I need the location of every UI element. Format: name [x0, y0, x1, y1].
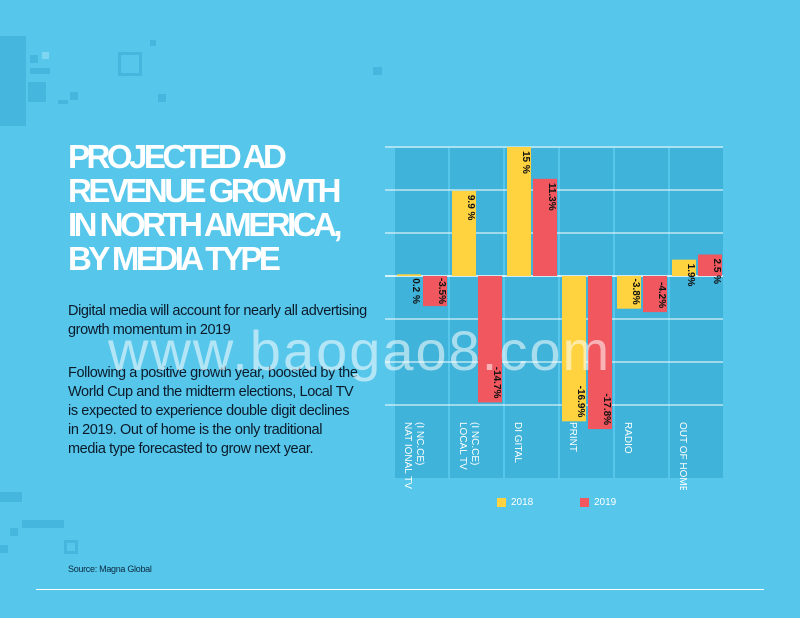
legend-item-2018: 2018	[497, 497, 533, 508]
decor-square	[150, 40, 156, 46]
category-label: DI GITAL	[512, 422, 523, 463]
decor-square	[42, 52, 49, 59]
decor-square	[22, 520, 64, 528]
data-label: 11.3%	[546, 183, 557, 211]
bar-2018	[672, 259, 696, 276]
bar-2018	[507, 147, 531, 276]
column-band	[670, 148, 723, 478]
bar-2018	[617, 276, 641, 309]
legend-label: 2018	[511, 497, 534, 508]
decor-square	[118, 52, 142, 76]
decor-square	[64, 540, 78, 554]
data-label: 2.5 %	[711, 259, 722, 285]
category-label: NAT IONAL TV	[402, 422, 413, 489]
decor-square	[0, 492, 22, 502]
column-band	[395, 148, 448, 478]
category-label: RADIO	[622, 422, 633, 454]
category-label: (I NC.CE)	[469, 422, 480, 465]
data-label: -3.5%	[436, 278, 447, 304]
data-label: -16.9%	[575, 386, 586, 418]
decor-square	[373, 67, 382, 75]
bar-2019	[423, 276, 447, 307]
bar-2019	[643, 276, 667, 313]
data-label: -14.7%	[491, 367, 502, 399]
data-label: 9.9 %	[465, 195, 476, 221]
bar-chart: 0.2 % 9.9 % 15 % -16.9% -3.8% 1.9% -3.5% -14.7%…	[385, 146, 723, 490]
decor-square	[70, 92, 78, 100]
decor-square	[10, 528, 18, 536]
category-label: (I NC.CE)	[414, 422, 425, 465]
bar-2019	[588, 276, 612, 430]
legend-swatch	[497, 497, 506, 507]
decor-square	[0, 545, 8, 553]
page-title: PROJECTED AD REVENUE GROWTH IN NORTH AME…	[68, 138, 343, 277]
bar-2019	[533, 178, 557, 276]
bar-2018	[452, 190, 476, 276]
category-label: OUT OF HOME	[677, 422, 688, 490]
source-note: Source: Magna Global	[68, 564, 152, 574]
decor-square	[158, 94, 166, 102]
decor-square	[58, 100, 68, 104]
bar-2019	[698, 254, 722, 276]
watermark-text: www.baogao8.com	[108, 319, 612, 382]
bar-2018	[562, 276, 586, 422]
legend-label: 2019	[594, 497, 617, 508]
category-label: LOCAL TV	[457, 422, 468, 470]
decor-square	[30, 68, 50, 74]
data-label: 1.9%	[685, 264, 696, 287]
column-band	[615, 148, 668, 478]
data-label: -4.2%	[656, 282, 667, 308]
legend-swatch	[580, 497, 589, 507]
decor-square	[28, 82, 46, 102]
data-label: 15 %	[520, 151, 531, 174]
data-label: -17.8%	[601, 393, 612, 425]
legend-item-2019: 2019	[580, 497, 616, 508]
decor-square	[0, 36, 26, 126]
decor-square	[30, 55, 38, 63]
category-label: PRINT	[567, 422, 578, 452]
data-label: 0.2 %	[410, 278, 421, 304]
detail-paragraph: Following a positive growth year, booste…	[68, 365, 358, 457]
bar-2018	[397, 274, 421, 276]
divider	[36, 589, 764, 590]
data-label: -3.8%	[630, 279, 641, 305]
intro-paragraph: Digital media will account for nearly al…	[68, 303, 367, 338]
bar-2019	[478, 276, 502, 403]
